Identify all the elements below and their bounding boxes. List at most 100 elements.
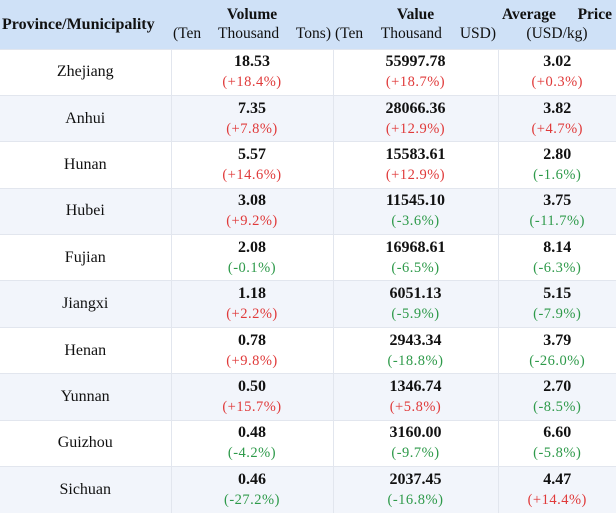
value-change: (-16.8%) <box>387 491 444 508</box>
price-value: 6.60 <box>543 424 572 442</box>
price-header-unit: (USD/kg) <box>526 25 588 43</box>
volume-cell: 1.18 (+2.2%) <box>170 280 333 328</box>
volume-header-unit: (Ten Thousand Tons) <box>173 25 331 43</box>
value-value: 55997.78 <box>385 53 446 71</box>
price-value: 5.15 <box>543 285 572 303</box>
volume-value: 2.08 <box>238 238 266 256</box>
price-cell: 5.15 (-7.9%) <box>497 280 616 328</box>
volume-change: (+9.2%) <box>226 213 278 230</box>
volume-value: 7.35 <box>238 99 266 117</box>
table-row: Anhui 7.35 (+7.8%) 28066.36 (+12.9%) 3.8… <box>0 95 616 142</box>
value-value: 1346.74 <box>389 377 442 395</box>
table-row: Guizhou 0.48 (-4.2%) 3160.00 (-9.7%) 6.6… <box>0 420 616 467</box>
volume-cell: 0.48 (-4.2%) <box>170 420 333 467</box>
header-row: Province/Municipality Volume (Ten Thousa… <box>0 0 616 49</box>
value-value: 16968.61 <box>385 238 446 256</box>
province-cell: Fujian <box>64 248 106 266</box>
price-cell: 8.14 (-6.3%) <box>497 234 616 281</box>
price-change: (+4.7%) <box>531 120 584 137</box>
price-value: 3.02 <box>543 53 572 71</box>
price-change: (-8.5%) <box>533 398 582 415</box>
price-value: 3.79 <box>543 331 572 349</box>
value-value: 2037.45 <box>389 470 442 488</box>
volume-value: 18.53 <box>234 53 270 71</box>
value-cell: 55997.78 (+18.7%) <box>332 49 498 96</box>
value-change: (-5.9%) <box>391 306 440 323</box>
volume-change: (+14.6%) <box>222 166 282 183</box>
price-value: 3.82 <box>543 99 572 117</box>
price-cell: 3.82 (+4.7%) <box>497 95 616 142</box>
volume-value: 5.57 <box>238 145 266 163</box>
table-row: Zhejiang 18.53 (+18.4%) 55997.78 (+18.7%… <box>0 49 616 96</box>
price-change: (-5.8%) <box>533 445 582 462</box>
value-change: (+18.7%) <box>385 74 446 91</box>
value-cell: 2037.45 (-16.8%) <box>332 466 498 513</box>
volume-cell: 5.57 (+14.6%) <box>170 141 333 189</box>
value-value: 2943.34 <box>389 331 442 349</box>
province-cell: Zhejiang <box>56 63 114 81</box>
price-value: 8.14 <box>543 238 572 256</box>
value-cell: 2943.34 (-18.8%) <box>332 327 498 374</box>
price-change: (-26.0%) <box>529 352 586 369</box>
value-cell: 6051.13 (-5.9%) <box>332 280 498 328</box>
value-value: 28066.36 <box>385 99 446 117</box>
volume-cell: 18.53 (+18.4%) <box>170 49 333 96</box>
volume-cell: 3.08 (+9.2%) <box>170 188 333 235</box>
value-change: (+12.9%) <box>385 166 446 183</box>
volume-header-title: Volume <box>226 6 278 24</box>
province-cell: Henan <box>64 341 107 359</box>
value-value: 3160.00 <box>389 424 442 442</box>
table-row: Jiangxi 1.18 (+2.2%) 6051.13 (-5.9%) 5.1… <box>0 280 616 328</box>
table-row: Hubei 3.08 (+9.2%) 11545.10 (-3.6%) 3.75… <box>0 188 616 235</box>
price-change: (-7.9%) <box>533 306 582 323</box>
volume-change: (-0.1%) <box>227 259 277 276</box>
volume-change: (+15.7%) <box>222 398 282 415</box>
province-cell: Guizhou <box>57 434 113 452</box>
volume-change: (+9.8%) <box>226 352 278 369</box>
value-cell: 16968.61 (-6.5%) <box>332 234 498 281</box>
value-cell: 28066.36 (+12.9%) <box>332 95 498 142</box>
value-change: (-18.8%) <box>387 352 444 369</box>
table-row: Sichuan 0.46 (-27.2%) 2037.45 (-16.8%) 4… <box>0 466 616 513</box>
province-cell: Yunnan <box>60 387 110 405</box>
price-cell: 2.80 (-1.6%) <box>497 141 616 189</box>
table-body: Zhejiang 18.53 (+18.4%) 55997.78 (+18.7%… <box>0 49 616 513</box>
volume-cell: 7.35 (+7.8%) <box>170 95 333 142</box>
value-cell: 11545.10 (-3.6%) <box>332 188 498 235</box>
volume-value: 1.18 <box>238 285 266 303</box>
volume-value: 0.48 <box>238 424 266 442</box>
table-header: Province/Municipality Volume (Ten Thousa… <box>0 0 616 49</box>
price-column-header: Average Price (USD/kg) <box>498 0 616 49</box>
price-cell: 2.70 (-8.5%) <box>497 373 616 421</box>
volume-value: 0.46 <box>238 470 266 488</box>
volume-cell: 0.46 (-27.2%) <box>170 466 333 513</box>
value-header-unit: (Ten Thousand USD) <box>335 25 496 43</box>
volume-change: (-4.2%) <box>227 445 277 462</box>
table-row: Yunnan 0.50 (+15.7%) 1346.74 (+5.8%) 2.7… <box>0 373 616 421</box>
price-header-title: Average Price <box>502 6 612 24</box>
price-cell: 3.79 (-26.0%) <box>497 327 616 374</box>
volume-value: 3.08 <box>238 192 266 210</box>
value-change: (-6.5%) <box>391 259 440 276</box>
volume-value: 0.78 <box>238 331 266 349</box>
value-column-header: Value (Ten Thousand USD) <box>333 0 498 49</box>
value-cell: 15583.61 (+12.9%) <box>332 141 498 189</box>
province-cell: Anhui <box>65 109 106 127</box>
price-value: 2.70 <box>543 377 572 395</box>
price-value: 4.47 <box>543 470 572 488</box>
volume-change: (+18.4%) <box>222 74 282 91</box>
value-cell: 1346.74 (+5.8%) <box>332 373 498 421</box>
value-value: 6051.13 <box>389 285 442 303</box>
province-cell: Jiangxi <box>62 295 109 313</box>
province-column-header: Province/Municipality <box>2 15 155 33</box>
value-change: (-9.7%) <box>391 445 440 462</box>
table-row: Hunan 5.57 (+14.6%) 15583.61 (+12.9%) 2.… <box>0 141 616 189</box>
value-cell: 3160.00 (-9.7%) <box>332 420 498 467</box>
value-change: (+12.9%) <box>385 120 446 137</box>
value-value: 15583.61 <box>385 145 446 163</box>
price-change: (+0.3%) <box>531 74 584 91</box>
price-cell: 3.02 (+0.3%) <box>497 49 616 96</box>
volume-change: (+2.2%) <box>226 306 278 323</box>
volume-cell: 0.78 (+9.8%) <box>170 327 333 374</box>
